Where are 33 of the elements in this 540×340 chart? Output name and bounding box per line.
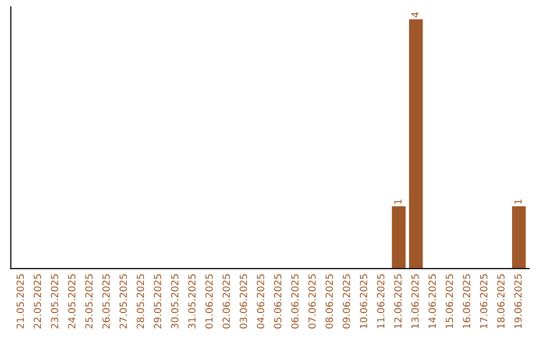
x-tick-label: 11.06.2025 (377, 274, 384, 328)
x-tick-label: 14.06.2025 (428, 274, 436, 328)
x-tick-label: 23.05.2025 (50, 274, 58, 328)
x-tick-label: 30.05.2025 (171, 274, 178, 328)
x-tick-label: 12.06.2025 (394, 274, 402, 328)
x-tick-label: 18.06.2025 (497, 274, 505, 328)
x-tick-label: 19.06.2025 (514, 274, 522, 328)
x-tick-label: 06.06.2025 (291, 274, 299, 328)
x-tick-label: 02.06.2025 (222, 274, 230, 328)
x-tick-label: 01.06.2025 (205, 274, 213, 328)
x-tick-label: 15.06.2025 (446, 274, 454, 328)
x-tick-label: 05.06.2025 (274, 274, 282, 328)
x-tick-label: 03.06.2025 (240, 274, 248, 328)
x-tick-label: 13.06.2025 (411, 274, 419, 328)
x-tick-label: 27.05.2025 (120, 274, 127, 328)
x-tick-label: 16.06.2025 (462, 274, 470, 328)
x-tick-label: 10.06.2025 (360, 274, 368, 328)
x-tick-label: 22.05.2025 (34, 274, 42, 328)
x-tick-label: 04.06.2025 (256, 274, 264, 328)
data-label: 1 (514, 200, 522, 204)
data-label: 4 (412, 12, 419, 18)
x-tick-label: 21.05.2025 (16, 274, 24, 328)
x-tick-label: 07.06.2025 (308, 274, 316, 328)
x-tick-label: 24.05.2025 (68, 274, 76, 328)
x-tick-label: 31.05.2025 (188, 274, 196, 328)
x-tick-label: 28.05.2025 (136, 274, 144, 328)
x-tick-label: 29.05.2025 (154, 274, 162, 328)
x-tick-label: 08.06.2025 (326, 274, 333, 328)
x-tick-label: 25.05.2025 (85, 274, 93, 328)
x-tick-label: 09.06.2025 (342, 274, 350, 328)
x-tick-label: 26.05.2025 (102, 274, 110, 328)
data-label: 1 (394, 200, 402, 204)
x-tick-label: 17.06.2025 (480, 274, 488, 328)
